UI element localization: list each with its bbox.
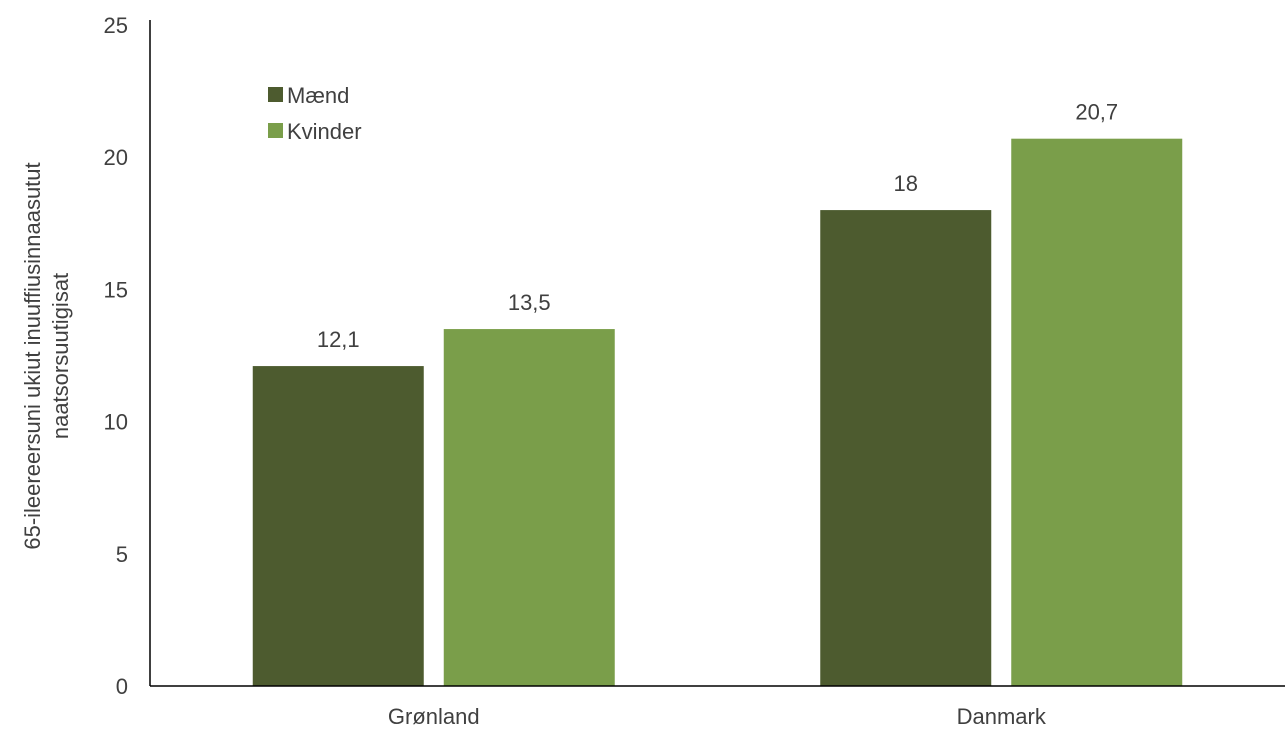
- y-axis-ticks: 0 5 10 15 20 25: [104, 13, 128, 699]
- y-axis-title-line-1: 65-ileereersuni ukiut inuuffiusinnaasutu…: [20, 162, 45, 549]
- y-axis-title-line-2: naatsorsuutigisat: [48, 273, 73, 439]
- y-tick-label: 15: [104, 277, 128, 302]
- bar-mænd-1: [252, 366, 424, 686]
- axes: [149, 20, 1285, 687]
- y-tick-label: 0: [116, 674, 128, 699]
- legend-swatch-mænd: [268, 87, 283, 102]
- legend-label: Mænd: [287, 83, 349, 108]
- y-tick-label: 5: [116, 542, 128, 567]
- bar-mænd-2: [820, 210, 992, 686]
- data-label: 13,5: [508, 290, 551, 315]
- bar-kvinder-2: [1011, 138, 1183, 686]
- x-tick-label: Grønland: [388, 704, 480, 729]
- x-axis-labels: Grønland Danmark: [388, 704, 1047, 729]
- bar-kvinder-1: [443, 329, 615, 686]
- data-label: 20,7: [1075, 100, 1118, 125]
- legend-swatch-kvinder: [268, 123, 283, 138]
- data-label: 18: [894, 171, 918, 196]
- y-tick-label: 10: [104, 410, 128, 435]
- y-tick-label: 25: [104, 13, 128, 38]
- x-tick-label: Danmark: [957, 704, 1047, 729]
- data-label: 12,1: [317, 327, 360, 352]
- bars: [252, 138, 1183, 686]
- legend-label: Kvinder: [287, 119, 362, 144]
- y-axis-title: 65-ileereersuni ukiut inuuffiusinnaasutu…: [20, 162, 73, 549]
- y-tick-label: 20: [104, 145, 128, 170]
- legend: Mænd Kvinder: [268, 83, 362, 144]
- data-labels: 12,1 13,5 18 20,7: [317, 100, 1118, 352]
